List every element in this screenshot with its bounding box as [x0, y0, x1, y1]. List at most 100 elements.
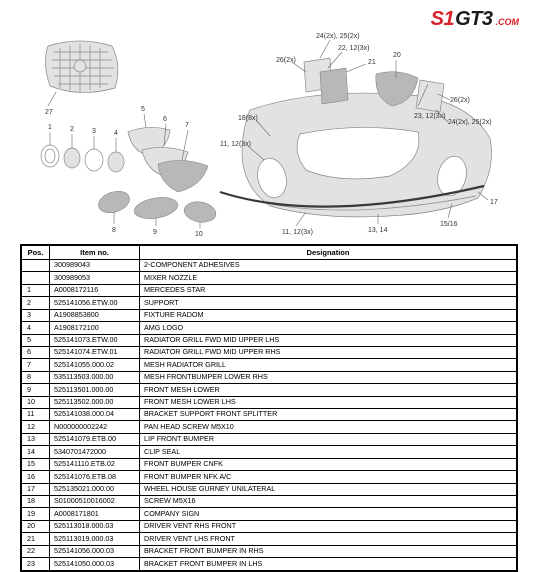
cell-item: 300989043	[50, 260, 140, 272]
cell-item: A1908172100	[50, 322, 140, 334]
cell-item: S01000510016002	[50, 496, 140, 508]
cell-desig: MERCEDES STAR	[140, 284, 517, 296]
cell-item: 535113503.000.00	[50, 371, 140, 383]
callout-11-12-bot: 11, 12(3x)	[282, 229, 313, 236]
cell-item: 525141038.000.04	[50, 409, 140, 421]
callout-15-16: 15/16	[440, 221, 458, 228]
part-support	[64, 148, 80, 168]
cell-desig: MESH FRONTBUMPER LOWER RHS	[140, 371, 517, 383]
part-amg-logo	[108, 152, 124, 172]
logo-suffix: .COM	[496, 17, 520, 27]
callout-17: 17	[490, 199, 498, 206]
callout-8: 8	[112, 227, 116, 234]
table-row: 5525141073.ETW.00RADIATOR GRILL FWD MID …	[22, 334, 517, 346]
table-row: 15525141110.ETB.02FRONT BUMPER CNFK	[22, 458, 517, 470]
cell-pos: 11	[22, 409, 50, 421]
cell-item: 525141073.ETW.00	[50, 334, 140, 346]
cell-desig: DRIVER VENT RHS FRONT	[140, 520, 517, 532]
cell-desig: CLIP SEAL	[140, 446, 517, 458]
cell-pos: 4	[22, 322, 50, 334]
cell-desig: RADIATOR GRILL FWD MID UPPER LHS	[140, 334, 517, 346]
callout-5: 5	[141, 106, 145, 113]
cell-item: 525141050.000.03	[50, 558, 140, 570]
callout-7: 7	[185, 122, 189, 129]
table-row: 8535113503.000.00MESH FRONTBUMPER LOWER …	[22, 371, 517, 383]
cell-pos: 10	[22, 396, 50, 408]
cell-item: 525135021.000.00	[50, 483, 140, 495]
cell-desig: SCREW M5X16	[140, 496, 517, 508]
table-row: 12N000000002242PAN HEAD SCREW M5X10	[22, 421, 517, 433]
table-row: 4A1908172100AMG LOGO	[22, 322, 517, 334]
table-row: 21525113019.000.03DRIVER VENT LHS FRONT	[22, 533, 517, 545]
part-fixture	[85, 149, 103, 171]
col-item: Item no.	[50, 246, 140, 260]
cell-desig: MESH RADIATOR GRILL	[140, 359, 517, 371]
cell-desig: FRONT MESH LOWER	[140, 384, 517, 396]
cell-desig: BRACKET FRONT BUMPER IN LHS	[140, 558, 517, 570]
callout-11-12-top: 11, 12(3x)	[220, 141, 251, 148]
cell-pos: 16	[22, 471, 50, 483]
cell-pos: 22	[22, 545, 50, 557]
cell-item: 525141076.ETB.08	[50, 471, 140, 483]
cell-desig: COMPANY SIGN	[140, 508, 517, 520]
callout-1: 1	[48, 124, 52, 131]
table-row: 16525141076.ETB.08FRONT BUMPER NFK A/C	[22, 471, 517, 483]
cell-desig: DRIVER VENT LHS FRONT	[140, 533, 517, 545]
cell-desig: LIP FRONT BUMPER	[140, 433, 517, 445]
table-row: 13525141079.ETB.00LIP FRONT BUMPER	[22, 433, 517, 445]
cell-desig: FIXTURE RADOM	[140, 309, 517, 321]
cell-pos: 13	[22, 433, 50, 445]
callout-4: 4	[114, 130, 118, 137]
cell-pos: 23	[22, 558, 50, 570]
cell-pos	[22, 272, 50, 284]
cell-item: A0008171801	[50, 508, 140, 520]
exploded-diagram: 27 1 2 3 4 5 6 7 8 9	[20, 28, 518, 240]
cell-desig: FRONT BUMPER CNFK	[140, 458, 517, 470]
table-header-row: Pos. Item no. Designation	[22, 246, 517, 260]
cell-item: A0008172116	[50, 284, 140, 296]
cell-desig: PAN HEAD SCREW M5X10	[140, 421, 517, 433]
cell-pos: 17	[22, 483, 50, 495]
cell-item: N000000002242	[50, 421, 140, 433]
part-star	[41, 145, 59, 167]
cell-item: 525141056.ETW.00	[50, 297, 140, 309]
table-row: 7525141055.000.02MESH RADIATOR GRILL	[22, 359, 517, 371]
cell-item: 5340701472000	[50, 446, 140, 458]
cell-desig: BRACKET FRONT BUMPER IN RHS	[140, 545, 517, 557]
cell-pos: 12	[22, 421, 50, 433]
callout-6: 6	[163, 116, 167, 123]
callout-10: 10	[195, 231, 203, 238]
cell-pos: 20	[22, 520, 50, 532]
cell-desig: SUPPORT	[140, 297, 517, 309]
part-grille-surround	[45, 41, 117, 93]
cell-pos: 5	[22, 334, 50, 346]
cell-desig: FRONT MESH LOWER LHS	[140, 396, 517, 408]
col-pos: Pos.	[22, 246, 50, 260]
cell-item: 525113019.000.03	[50, 533, 140, 545]
cell-item: 525113502.000.00	[50, 396, 140, 408]
table-row: 17525135021.000.00WHEEL HOUSE GURNEY UNI…	[22, 483, 517, 495]
part-vent-21	[320, 68, 348, 104]
table-row: 19A0008171801COMPANY SIGN	[22, 508, 517, 520]
cell-item: 525113018.000.03	[50, 520, 140, 532]
callout-3: 3	[92, 128, 96, 135]
cell-pos: 1	[22, 284, 50, 296]
cell-pos: 19	[22, 508, 50, 520]
cell-item: 525141055.000.02	[50, 359, 140, 371]
cell-desig: RADIATOR GRILL FWD MID UPPER RHS	[140, 346, 517, 358]
cell-pos: 15	[22, 458, 50, 470]
cell-desig: AMG LOGO	[140, 322, 517, 334]
col-desig: Designation	[140, 246, 517, 260]
cell-pos: 2	[22, 297, 50, 309]
cell-pos	[22, 260, 50, 272]
cell-pos: 6	[22, 346, 50, 358]
cell-pos: 18	[22, 496, 50, 508]
table-row: 23525141050.000.03BRACKET FRONT BUMPER I…	[22, 558, 517, 570]
cell-item: 300989053	[50, 272, 140, 284]
part-bracket-23	[416, 80, 444, 112]
callout-27: 27	[45, 109, 53, 116]
table-row: 22525141056.000.03BRACKET FRONT BUMPER I…	[22, 545, 517, 557]
callout-21: 21	[368, 59, 376, 66]
cell-item: 525141079.ETB.00	[50, 433, 140, 445]
callout-20: 20	[393, 52, 401, 59]
